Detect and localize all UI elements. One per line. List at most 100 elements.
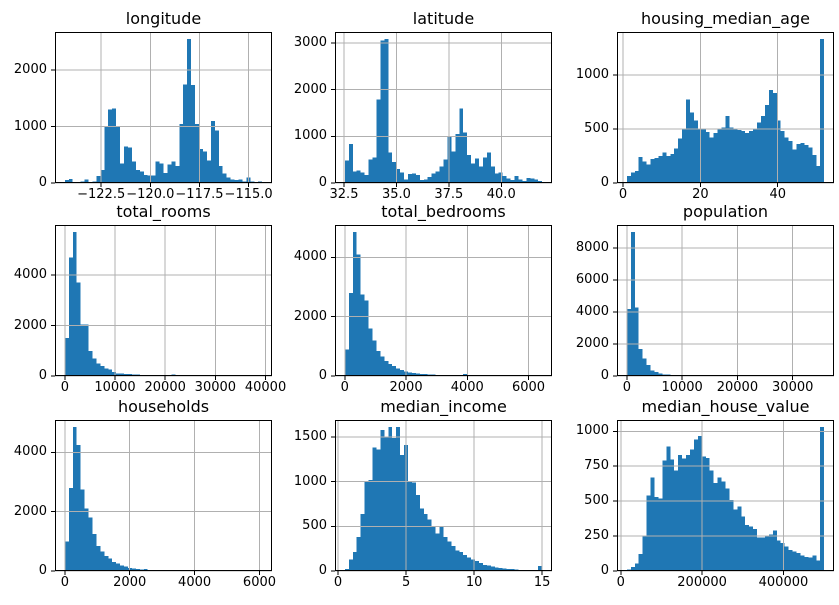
- bar: [705, 132, 710, 183]
- bar: [108, 109, 113, 183]
- bar: [737, 130, 742, 183]
- tick-marks: [613, 247, 794, 380]
- histogram-bars: [344, 39, 543, 184]
- bar: [388, 427, 393, 571]
- bar: [816, 166, 821, 183]
- histogram-bars: [344, 427, 543, 571]
- grid: [55, 32, 272, 184]
- bar: [104, 368, 109, 376]
- bar: [400, 370, 405, 376]
- bar: [670, 153, 675, 183]
- x-tick-label: 20: [692, 187, 709, 202]
- bar: [682, 458, 687, 571]
- axes-border: [335, 420, 552, 571]
- bar: [808, 557, 813, 571]
- bar: [435, 171, 440, 183]
- bar: [427, 519, 432, 571]
- bar: [92, 533, 97, 571]
- bar: [344, 160, 349, 183]
- bar: [143, 175, 148, 183]
- bar: [104, 556, 109, 571]
- bar: [167, 164, 172, 183]
- x-tick-label: −115.0: [224, 187, 273, 202]
- tick-marks: [51, 274, 267, 380]
- tick-marks: [613, 430, 784, 575]
- bar: [784, 546, 789, 571]
- bar: [226, 177, 231, 183]
- x-tick-label: 2000: [113, 575, 147, 590]
- subplot-title: population: [682, 202, 769, 221]
- bar: [127, 147, 132, 183]
- bar: [804, 557, 809, 571]
- x-tick-label: 0: [618, 187, 628, 202]
- y-tick-label: 750: [584, 458, 609, 474]
- bar: [419, 373, 424, 376]
- bar: [804, 145, 809, 183]
- tick-marks: [51, 69, 250, 187]
- bar: [96, 363, 101, 376]
- x-tick-label: 4000: [450, 380, 484, 395]
- bar: [348, 143, 353, 183]
- bar: [443, 159, 448, 183]
- bar: [753, 529, 758, 571]
- subplot-title: longitude: [125, 9, 202, 28]
- x-tick-label: 32.5: [329, 187, 359, 202]
- bar: [757, 122, 762, 183]
- bar: [218, 166, 223, 183]
- bar: [376, 350, 381, 376]
- x-tick-label: −122.5: [77, 187, 126, 202]
- y-tick-label: 1000: [293, 473, 327, 489]
- bar: [230, 179, 235, 183]
- y-tick-label: 3000: [293, 34, 327, 50]
- histogram-plot-latitude: [331, 32, 552, 187]
- bar: [423, 513, 428, 571]
- bar: [400, 454, 405, 571]
- bar: [352, 232, 357, 376]
- tick-marks: [331, 436, 543, 575]
- bar: [348, 292, 353, 376]
- bar: [80, 489, 85, 571]
- bar: [796, 552, 801, 571]
- bar: [514, 176, 519, 183]
- bar: [108, 369, 113, 376]
- x-tick-label: 35.0: [381, 187, 411, 202]
- y-tick-label: 0: [600, 368, 609, 383]
- bar: [780, 543, 785, 571]
- subplot-title: latitude: [412, 9, 475, 28]
- bar: [490, 566, 495, 571]
- x-tick-label: 30000: [772, 380, 814, 395]
- bar: [709, 470, 714, 571]
- bar: [764, 536, 769, 571]
- bar: [745, 524, 750, 571]
- bar: [788, 140, 793, 183]
- bar: [159, 163, 164, 183]
- bar: [384, 436, 389, 571]
- bar: [64, 338, 69, 376]
- bar: [179, 123, 184, 183]
- bar: [100, 365, 105, 376]
- bar: [502, 176, 507, 183]
- grid: [617, 225, 834, 377]
- bar: [761, 537, 765, 571]
- bar: [112, 562, 117, 571]
- histogram-bars: [64, 427, 263, 571]
- bar: [68, 179, 73, 183]
- bar: [642, 536, 647, 571]
- bar: [447, 541, 452, 571]
- bar: [780, 131, 785, 183]
- bar: [486, 565, 491, 571]
- y-tick-label: 0: [318, 368, 327, 383]
- bar: [654, 158, 659, 183]
- histogram-plot-total_rooms: [51, 225, 272, 380]
- bar: [686, 455, 690, 571]
- tick-marks: [51, 451, 260, 575]
- bar: [100, 170, 105, 183]
- histogram-bars: [626, 427, 825, 571]
- bar: [116, 563, 121, 571]
- bar: [419, 180, 424, 183]
- bar: [104, 126, 109, 183]
- bar: [407, 174, 412, 183]
- bar: [396, 168, 401, 183]
- x-tick-label: 6000: [511, 380, 546, 395]
